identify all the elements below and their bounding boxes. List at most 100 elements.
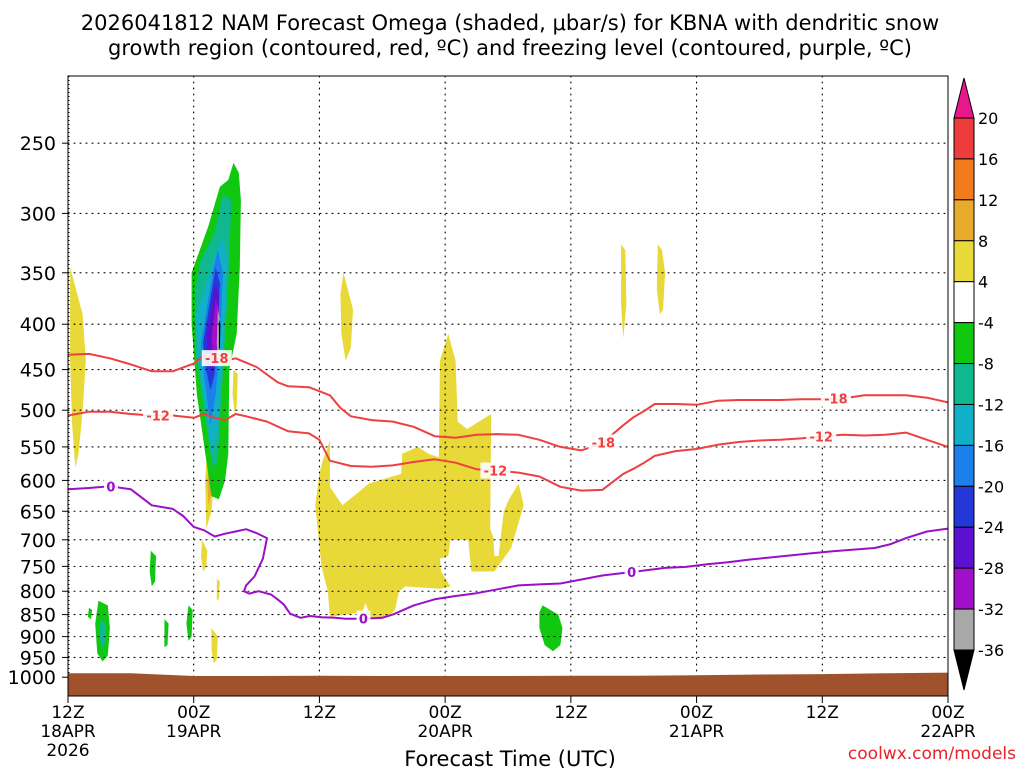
omega-region-23 xyxy=(87,607,93,620)
ground-terrain xyxy=(68,672,948,696)
plot-frame xyxy=(67,75,949,697)
colorbar: 20 16 12 8 4 -4 -8 -12 -16 -20 -24 -28 -32 -36 xyxy=(953,77,1004,691)
y-tick-label: 550 xyxy=(20,437,56,459)
colorbar-label: -12 xyxy=(978,395,1004,414)
credit-text: coolwx.com/models xyxy=(848,744,1016,764)
contour-label-bg xyxy=(103,478,118,495)
omega-region-18 xyxy=(211,299,219,366)
y-tick-label: 450 xyxy=(20,360,56,382)
omega-region-26 xyxy=(164,619,169,648)
x-tick-label-top: 00Z xyxy=(931,703,964,723)
contour-label: -12 xyxy=(146,410,170,425)
contour-label: -18 xyxy=(824,393,848,408)
omega-region-1 xyxy=(340,272,353,361)
omega-region-24 xyxy=(149,550,156,587)
colorbar-label: 4 xyxy=(978,273,988,292)
chart-title-line-2: growth region (contoured, red, ºC) and f… xyxy=(108,36,912,60)
colorbar-bin xyxy=(953,117,975,160)
contour-label: 0 xyxy=(106,480,115,495)
y-tick-label: 600 xyxy=(20,470,56,492)
contour-label-bg xyxy=(356,610,371,627)
omega-region-10 xyxy=(621,244,627,339)
y-tick-label: 400 xyxy=(20,314,56,336)
contours: -18 -18 -18 -12 -12 -12 0 0 0 xyxy=(68,350,948,628)
colorbar-label: -8 xyxy=(978,355,994,374)
omega-region-22 xyxy=(99,619,106,650)
y-tick-label: 850 xyxy=(20,605,56,627)
contour-label: 0 xyxy=(359,613,368,628)
colorbar-label: -28 xyxy=(978,559,1004,578)
omega-region-27 xyxy=(539,605,563,652)
contour-label: -12 xyxy=(809,430,833,445)
omega-region-20 xyxy=(218,319,221,351)
contour-label: -12 xyxy=(484,465,508,480)
colorbar-bottom-arrow xyxy=(953,649,975,691)
contour-label: -18 xyxy=(205,352,229,367)
y-tick-label: 950 xyxy=(20,647,56,669)
colorbar-label: -16 xyxy=(978,436,1004,455)
contour-label-bg xyxy=(624,563,639,580)
colorbar-bin xyxy=(953,199,975,242)
omega-region-6 xyxy=(216,579,220,601)
colorbar-label: -32 xyxy=(978,600,1004,619)
omega-region-9 xyxy=(434,514,453,537)
ground-layer xyxy=(68,672,948,696)
omega-region-0 xyxy=(70,267,86,468)
y-tick-label: 900 xyxy=(20,627,56,649)
colorbar-label: -4 xyxy=(978,314,994,333)
y-tick-label: 1000 xyxy=(8,667,56,689)
colorbar-label: 12 xyxy=(978,191,998,210)
x-tick-label-top: 00Z xyxy=(680,703,713,723)
x-tick-label-top: 12Z xyxy=(303,703,336,723)
x-tick-label-top: 00Z xyxy=(429,703,462,723)
x-tick-label-bottom: 2026 xyxy=(46,741,89,761)
colorbar-bin xyxy=(953,567,975,610)
contour-line-0-2 xyxy=(68,485,948,620)
x-tick-label-mid: 21APR xyxy=(669,722,725,742)
colorbar-label: -20 xyxy=(978,477,1004,496)
x-tick-label-top: 12Z xyxy=(554,703,587,723)
y-tick-label: 700 xyxy=(20,530,56,552)
y-tick-label: 350 xyxy=(20,263,56,285)
y-axis: 2503003504004505005506006507007508008509… xyxy=(8,133,68,689)
colorbar-bin xyxy=(953,485,975,528)
y-tick-label: 250 xyxy=(20,133,56,155)
colorbar-bin xyxy=(953,403,975,446)
contour-label-bg xyxy=(201,350,232,367)
x-tick-label-top: 12Z xyxy=(806,703,839,723)
y-tick-label: 300 xyxy=(20,203,56,225)
colorbar-label: 16 xyxy=(978,150,998,169)
colorbar-label: 8 xyxy=(978,232,988,251)
x-tick-label-mid: 20APR xyxy=(417,722,473,742)
omega-region-4 xyxy=(232,369,238,414)
x-tick-label-top: 00Z xyxy=(177,703,210,723)
colorbar-bin xyxy=(953,363,975,405)
colorbar-bin xyxy=(953,240,975,283)
x-tick-label-mid: 18APR xyxy=(40,722,96,742)
x-tick-label-mid: 22APR xyxy=(920,722,976,742)
omega-region-11 xyxy=(656,244,666,315)
y-tick-label: 500 xyxy=(20,400,56,422)
plot-area: -18 -18 -18 -12 -12 -12 0 0 0 xyxy=(68,76,948,696)
chart-title-line-1: 2026041812 NAM Forecast Omega (shaded, μ… xyxy=(81,11,939,35)
contour-label-bg xyxy=(820,390,851,407)
y-tick-label: 800 xyxy=(20,581,56,603)
colorbar-label: -36 xyxy=(978,641,1004,660)
colorbar-bin xyxy=(953,526,975,569)
contour-label-bg xyxy=(480,462,511,479)
contour-label-bg xyxy=(143,407,174,424)
colorbar-label: -24 xyxy=(978,518,1004,537)
omega-region-8 xyxy=(315,333,524,617)
grid xyxy=(68,76,948,696)
y-tick-label: 650 xyxy=(20,501,56,523)
colorbar-bin xyxy=(953,444,975,487)
contour-label-bg xyxy=(806,428,837,445)
colorbar-bin xyxy=(953,158,975,201)
colorbar-label: 20 xyxy=(978,109,998,128)
contour-label-bg xyxy=(588,434,619,451)
contour-label: -18 xyxy=(592,436,616,451)
x-tick-label-mid: 19APR xyxy=(166,722,222,742)
